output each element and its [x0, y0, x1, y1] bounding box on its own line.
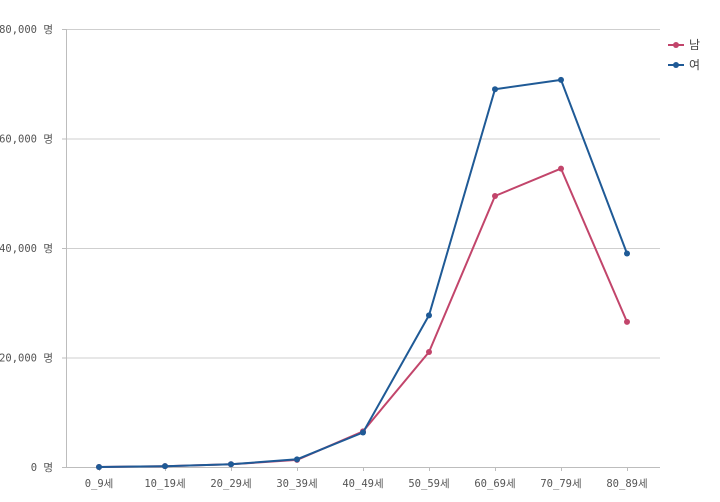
series-group: [96, 76, 630, 470]
data-point[interactable]: [162, 463, 168, 470]
x-tick-label: 30_39세: [276, 478, 317, 490]
x-tick-label: 10_19세: [144, 478, 185, 490]
legend-swatch-dot: [673, 62, 679, 68]
data-point[interactable]: [294, 456, 300, 463]
x-tick-label: 20_29세: [210, 478, 251, 490]
grid-lines: [66, 29, 660, 468]
data-point[interactable]: [558, 165, 564, 172]
legend: 남여: [668, 38, 700, 72]
data-point[interactable]: [624, 250, 630, 257]
series-line-2: [98, 78, 628, 468]
x-tick-label: 0_9세: [85, 478, 114, 490]
data-point[interactable]: [492, 86, 498, 93]
legend-label[interactable]: 여: [689, 58, 700, 72]
y-axis-ticks: 0 명 20,000 명 40,000 명 60,000 명 80,000 명: [0, 24, 66, 474]
data-point[interactable]: [426, 349, 432, 356]
x-tick-label: 60_69세: [474, 478, 515, 490]
x-tick-label: 40_49세: [342, 478, 383, 490]
x-tick-label: 50_59세: [408, 478, 449, 490]
data-point[interactable]: [426, 312, 432, 319]
y-tick-label: 0 명: [31, 462, 53, 474]
x-tick-label: 80_89세: [606, 478, 647, 490]
y-tick-label: 80,000 명: [0, 24, 53, 36]
series-line-1: [98, 167, 628, 468]
data-point[interactable]: [492, 192, 498, 199]
legend-swatch-dot: [673, 42, 679, 48]
y-tick-label: 20,000 명: [0, 353, 53, 365]
data-point[interactable]: [228, 461, 234, 468]
legend-label[interactable]: 남: [689, 38, 700, 52]
x-tick-label: 70_79세: [540, 478, 581, 490]
data-point[interactable]: [624, 318, 630, 325]
data-point[interactable]: [360, 429, 366, 436]
y-tick-label: 40,000 명: [0, 243, 53, 255]
y-tick-label: 60,000 명: [0, 134, 53, 146]
data-point[interactable]: [558, 76, 564, 83]
x-axis-ticks: 0_9세 10_19세 20_29세 30_39세 40_49세 50_59세 60_69세…: [85, 467, 648, 490]
data-point[interactable]: [96, 464, 102, 470]
